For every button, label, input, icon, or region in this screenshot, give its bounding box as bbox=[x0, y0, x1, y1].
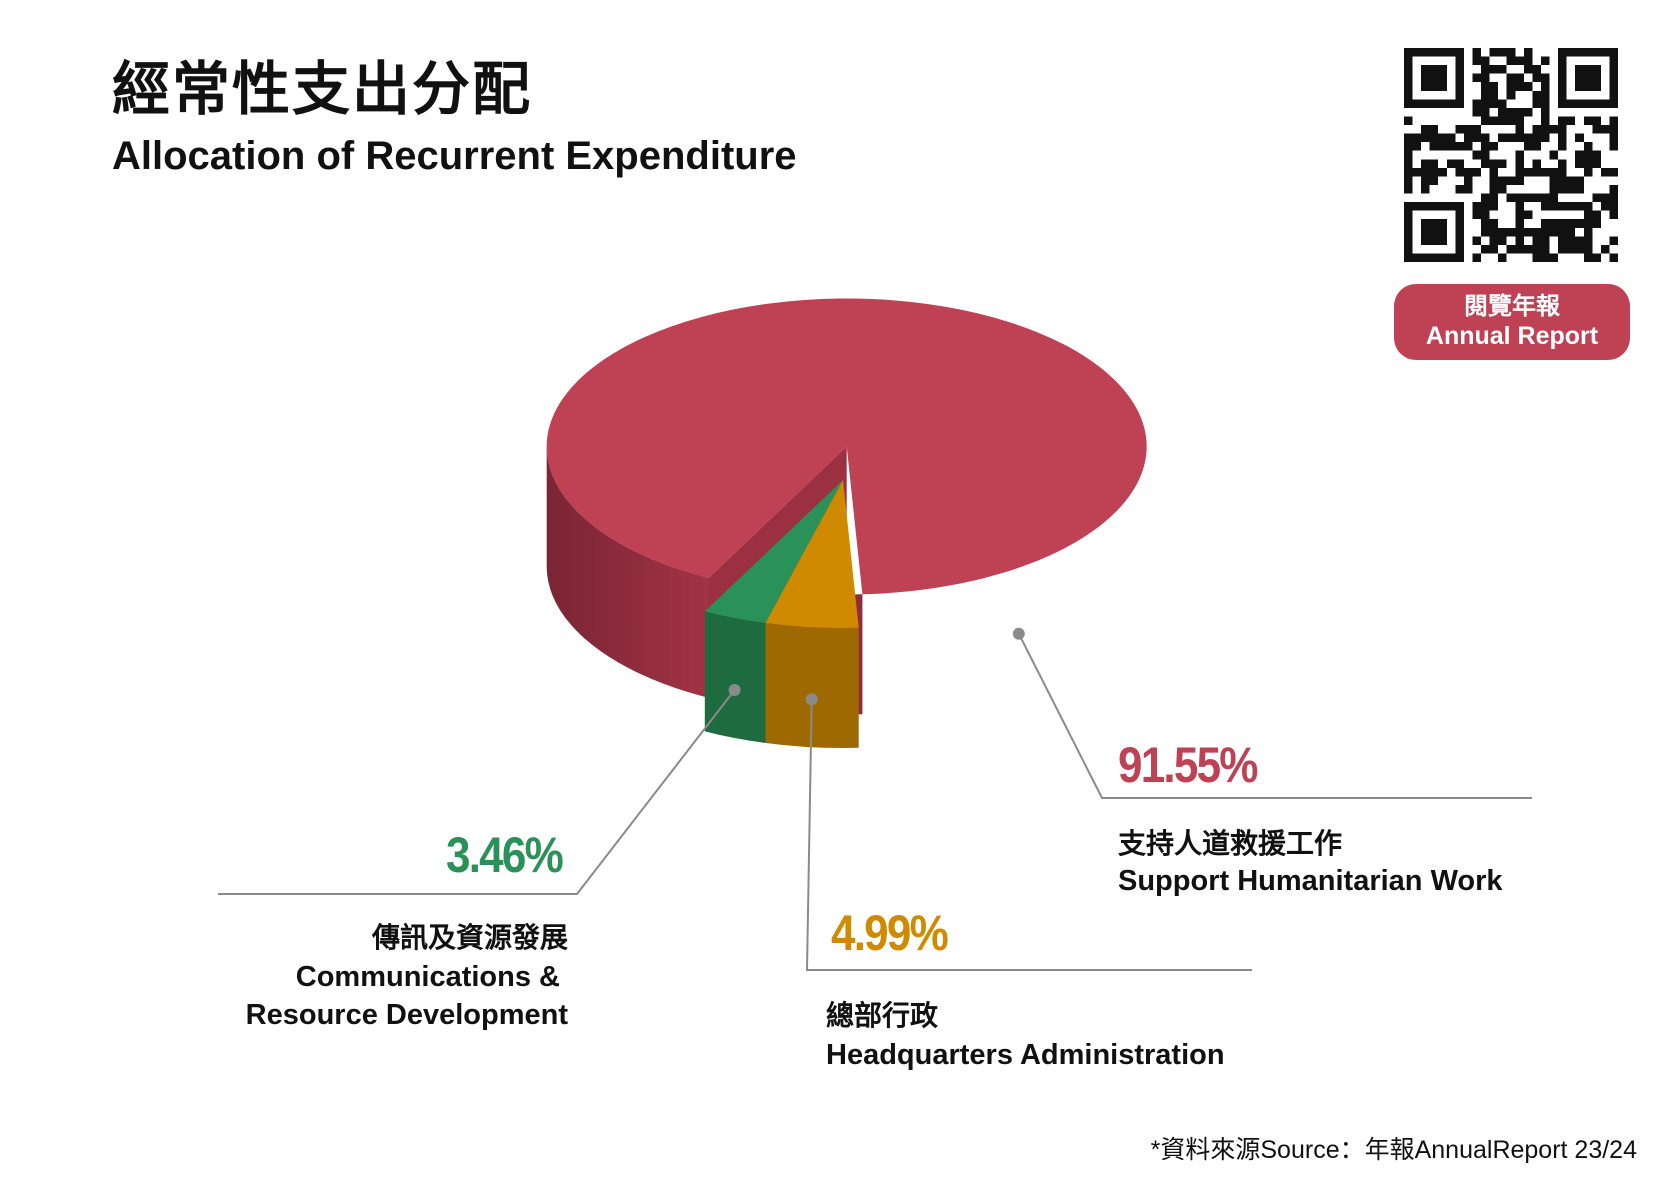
page-title-zh: 經常性支出分配 bbox=[112, 55, 533, 123]
slice-label-zh-humanitarian: 支持人道救援工作 bbox=[1118, 827, 1343, 860]
annual-report-button[interactable]: 閱覽年報 Annual Report bbox=[1394, 284, 1630, 360]
slice-label-en-communications-line1: Communications & bbox=[295, 961, 560, 993]
slice-humanitarian bbox=[546, 298, 1147, 595]
leader-line-communications bbox=[218, 689, 736, 895]
slice-label-en-communications-line2: Resource Development bbox=[245, 999, 568, 1031]
slice-headquarters bbox=[765, 480, 859, 629]
slice-percent-humanitarian: 91.55% bbox=[1118, 737, 1258, 793]
slice-percent-communications: 3.46% bbox=[446, 827, 564, 883]
slice-label-en-headquarters: Headquarters Administration bbox=[826, 1039, 1225, 1071]
leader-line-humanitarian bbox=[1017, 633, 1532, 799]
slice-percent-headquarters: 4.99% bbox=[831, 905, 949, 961]
annual-report-label-zh: 閱覽年報 bbox=[1464, 292, 1560, 320]
leader-dot-communications bbox=[728, 684, 741, 696]
annual-report-label-en: Annual Report bbox=[1425, 322, 1599, 350]
source-note: *資料來源Source：年報AnnualReport 23/24 bbox=[1150, 1136, 1637, 1164]
leader-line-headquarters bbox=[805, 699, 1252, 971]
slice-label-zh-communications: 傳訊及資源發展 bbox=[371, 921, 568, 954]
slice-label-en-humanitarian: Support Humanitarian Work bbox=[1118, 865, 1503, 897]
qr-code-icon[interactable] bbox=[1404, 48, 1618, 262]
leader-dot-headquarters bbox=[805, 693, 818, 706]
page-title-en: Allocation of Recurrent Expenditure bbox=[112, 134, 797, 178]
slice-label-zh-headquarters: 總部行政 bbox=[826, 999, 939, 1032]
leader-dot-humanitarian bbox=[1012, 627, 1025, 640]
slice-side-headquarters bbox=[765, 623, 859, 749]
slice-communications bbox=[704, 480, 843, 623]
slice-side-communications bbox=[704, 611, 766, 743]
